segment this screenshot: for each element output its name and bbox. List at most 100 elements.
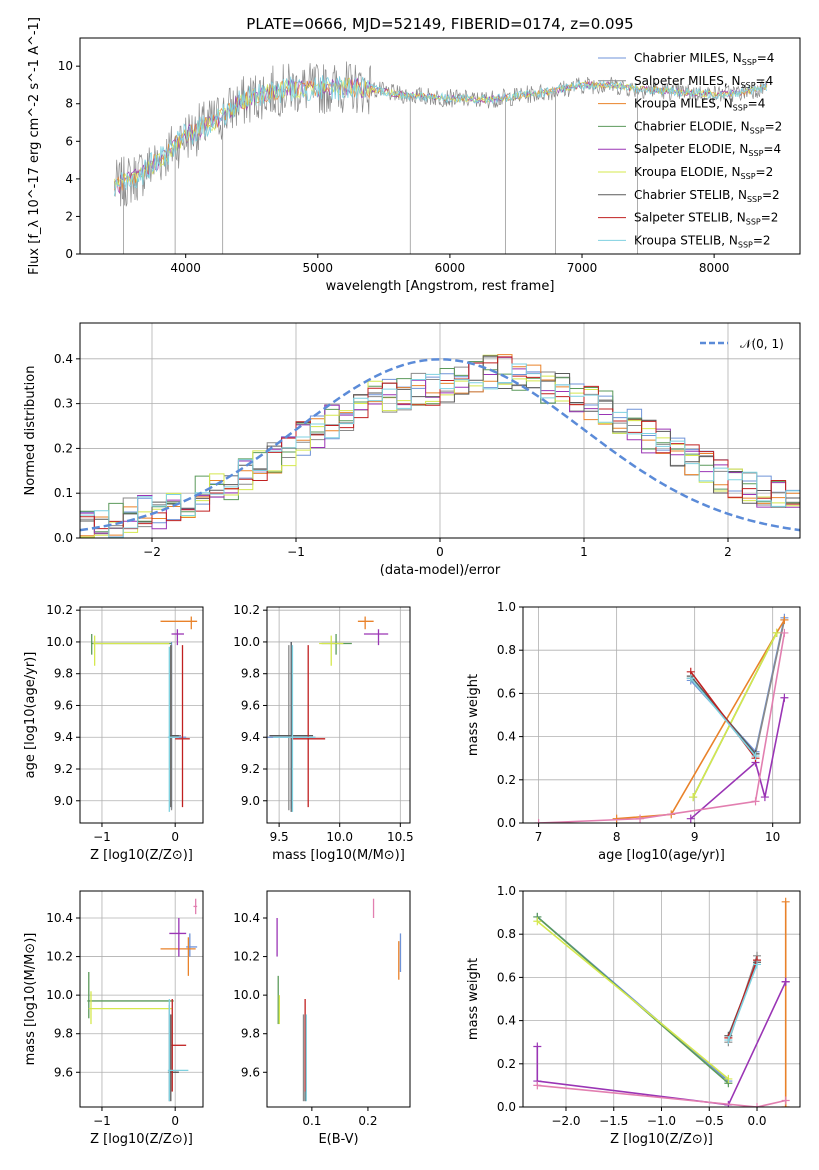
legend-nssp-subscript: SSP bbox=[733, 104, 748, 113]
legend-nssp: , N bbox=[730, 188, 747, 202]
mass-weight-point bbox=[753, 960, 762, 969]
legend-model-name: Salpeter STELIB bbox=[634, 211, 729, 225]
y-tick-label: 9.6 bbox=[241, 1065, 260, 1079]
legend-nssp-subscript: SSP bbox=[746, 218, 761, 227]
mass-weight-point bbox=[760, 793, 769, 802]
mass-weight-point bbox=[780, 693, 789, 702]
y-tick-label: 0.4 bbox=[497, 1014, 516, 1028]
plot-frame bbox=[266, 606, 411, 824]
y-axis-label: mass [log10(M/M⊙)] bbox=[23, 933, 38, 1066]
figure-title: PLATE=0666, MJD=52149, FIBERID=0174, z=0… bbox=[246, 15, 633, 33]
mass-weight-line bbox=[690, 677, 757, 757]
mass-weight-point bbox=[751, 797, 760, 806]
y-tick-label: 9.4 bbox=[54, 730, 73, 744]
y-tick-label: 6 bbox=[65, 134, 73, 148]
y-tick-label: 0.2 bbox=[54, 441, 73, 455]
y-tick-label: 10 bbox=[58, 59, 73, 73]
legend-model-name: Salpeter ELODIE bbox=[634, 142, 732, 156]
plot-frame bbox=[79, 890, 204, 1108]
y-tick-label: 0.6 bbox=[497, 686, 516, 700]
spectrum-panel: 4000 5000 6000 7000 8000 0 2 4 6 8 10 wavelength [A… bbox=[27, 17, 801, 294]
age-vs-metallicity-panel: −1 0 9.0 9.2 9.4 9.6 9.8 10.0 10.2 Z [log10(Z/Z⊙)… bbox=[23, 603, 204, 863]
legend-nssp: , N bbox=[716, 97, 733, 111]
legend-nssp-subscript: SSP bbox=[741, 172, 756, 181]
mass-weight-line bbox=[692, 632, 778, 798]
mass-weight-point bbox=[781, 1096, 790, 1105]
x-axis-label: (data-model)/error bbox=[380, 563, 501, 578]
legend-nssp: , N bbox=[732, 142, 749, 156]
plot-frame bbox=[79, 322, 801, 539]
y-tick-label: 9.6 bbox=[54, 1065, 73, 1079]
mass-weight-point bbox=[534, 819, 543, 823]
x-tick-label: 10.5 bbox=[387, 830, 414, 844]
mass-weight-line bbox=[616, 619, 786, 820]
x-tick-label: 0.2 bbox=[358, 1114, 377, 1128]
y-tick-label: 10.2 bbox=[233, 603, 260, 617]
mass-weight-vs-metallicity-panel: −2.0 −1.5 −1.0 −0.5 0.0 0.0 0.2 0.4 0.6 0.8 1.0 Z [… bbox=[466, 884, 801, 1147]
mass-weight-line bbox=[727, 959, 758, 1039]
legend-nssp: , N bbox=[724, 74, 741, 88]
x-tick-label: 9 bbox=[691, 830, 699, 844]
y-tick-label: 4 bbox=[65, 172, 73, 186]
x-tick-label: 0 bbox=[436, 545, 444, 559]
y-tick-label: 9.2 bbox=[241, 762, 260, 776]
y-tick-label: 0.0 bbox=[497, 816, 516, 830]
mass-weight-point bbox=[612, 814, 621, 823]
x-tick-label: −1 bbox=[93, 1114, 111, 1128]
mass-vs-extinction-panel: 0.1 0.2 9.6 9.8 10.0 10.2 10.4 E(B-V) bbox=[233, 890, 411, 1147]
x-tick-label: 7000 bbox=[567, 261, 598, 275]
legend-nssp-value: =2 bbox=[762, 188, 780, 202]
y-tick-label: 9.4 bbox=[241, 730, 260, 744]
plot-frame bbox=[522, 606, 801, 824]
legend-nssp-value: =4 bbox=[757, 51, 775, 65]
plot-frame bbox=[79, 37, 801, 255]
y-tick-label: 9.0 bbox=[241, 794, 260, 808]
legend-nssp-value: =2 bbox=[753, 233, 771, 247]
y-tick-label: 10.2 bbox=[46, 950, 73, 964]
x-tick-label: 10.0 bbox=[326, 830, 353, 844]
y-axis-label: age [log10(age/yr)] bbox=[23, 652, 38, 779]
y-tick-label: 9.6 bbox=[241, 698, 260, 712]
legend-entry: Chabrier STELIB, NSSP=2 bbox=[634, 188, 780, 204]
legend-nssp-subscript: SSP bbox=[738, 240, 753, 249]
mass-vs-extinction-marks bbox=[276, 898, 402, 1102]
legend-model-name: Kroupa ELODIE bbox=[634, 165, 724, 179]
y-tick-label: 0.8 bbox=[497, 643, 516, 657]
x-axis-label: Z [log10(Z/Z⊙)] bbox=[90, 1132, 193, 1147]
legend-model-name: Salpeter MILES bbox=[634, 74, 724, 88]
x-tick-label: 7 bbox=[535, 830, 543, 844]
mass-vs-metallicity-marks bbox=[87, 898, 198, 1102]
plot-frame bbox=[266, 890, 411, 1108]
mass-weight-point bbox=[636, 814, 645, 823]
legend-normal-label: 𝒩(0, 1) bbox=[740, 337, 784, 351]
y-tick-label: 0.4 bbox=[54, 352, 73, 366]
mass-weight-point bbox=[772, 628, 781, 637]
y-tick-label: 0.4 bbox=[497, 730, 516, 744]
y-tick-label: 0.8 bbox=[497, 927, 516, 941]
legend-entry: Salpeter MILES, NSSP=4 bbox=[634, 74, 773, 90]
y-tick-label: 9.6 bbox=[54, 698, 73, 712]
residual-histogram-marks bbox=[80, 354, 800, 538]
y-tick-label: 10.0 bbox=[233, 635, 260, 649]
age-vs-metallicity-marks bbox=[90, 616, 198, 812]
legend-model-name: Chabrier STELIB bbox=[634, 188, 730, 202]
residual-histogram-panel: −2 −1 0 1 2 0.0 0.1 0.2 0.3 0.4 (data-model)/error… bbox=[23, 322, 801, 578]
legend-nssp-subscript: SSP bbox=[750, 126, 765, 135]
mass-weight-point bbox=[781, 897, 790, 906]
mass-weight-vs-age-panel: 7 8 9 10 0.0 0.2 0.4 0.6 0.8 1.0 age [log10(age/yr… bbox=[466, 600, 801, 863]
y-tick-label: 10.0 bbox=[46, 635, 73, 649]
plot-frame bbox=[79, 606, 204, 824]
legend-nssp-value: =2 bbox=[756, 165, 774, 179]
x-tick-label: 10 bbox=[765, 830, 780, 844]
y-tick-label: 1.0 bbox=[497, 884, 516, 898]
legend-model-name: Chabrier MILES bbox=[634, 51, 725, 65]
x-tick-label: 5000 bbox=[303, 261, 334, 275]
mass-weight-point bbox=[533, 1081, 542, 1090]
model-spectrum-line bbox=[113, 75, 767, 196]
y-tick-label: 9.2 bbox=[54, 762, 73, 776]
legend-entry: Chabrier MILES, NSSP=4 bbox=[634, 51, 774, 67]
y-tick-label: 0.2 bbox=[497, 1057, 516, 1071]
x-tick-label: −1.5 bbox=[599, 1114, 628, 1128]
